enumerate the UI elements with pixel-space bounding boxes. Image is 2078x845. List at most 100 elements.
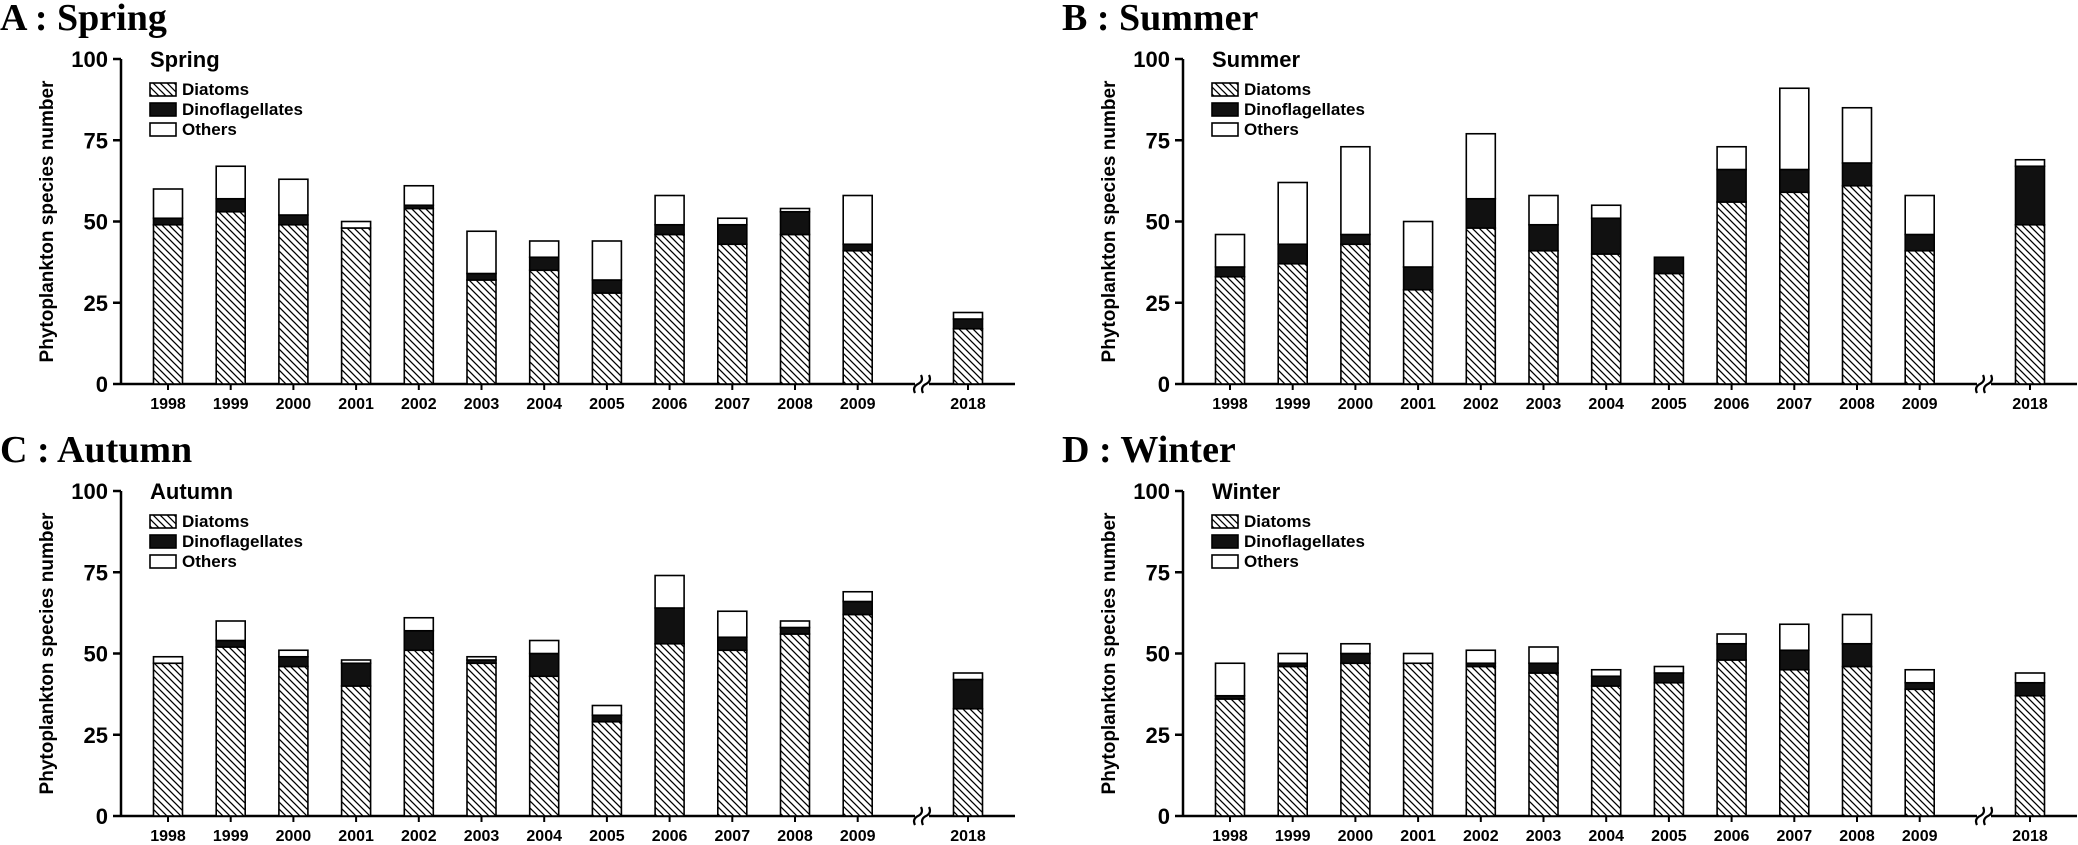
bar-segment-dinoflagellates <box>215 197 246 213</box>
bar-segment-others <box>403 184 435 207</box>
bar-segment-diatoms <box>1340 662 1371 817</box>
x-tick-label: 2006 <box>1714 828 1750 845</box>
stacked-bar <box>403 616 435 817</box>
stacked-bar <box>842 194 874 385</box>
bar-segment-dinoflagellates <box>2014 165 2046 226</box>
bar-segment-diatoms <box>403 649 435 817</box>
bar-segment-diatoms <box>215 210 246 385</box>
stacked-bar <box>842 590 874 817</box>
x-tick-label: 2001 <box>1400 396 1436 413</box>
x-tick-label: 2009 <box>1902 396 1938 413</box>
bar-segment-diatoms <box>716 649 748 817</box>
stacked-bar <box>654 194 685 385</box>
x-tick-label: 2005 <box>1651 828 1687 845</box>
y-tick-label: 75 <box>84 128 108 153</box>
axis-break-symbol <box>1974 806 1994 826</box>
y-axis-label: Phytoplankton species number <box>37 512 58 794</box>
panel-letter: D : Winter <box>1062 429 1236 471</box>
stacked-bar <box>278 649 309 817</box>
bar-segment-dinoflagellates <box>1465 197 1497 229</box>
bar-segment-diatoms <box>1778 668 1810 817</box>
bar-segment-others <box>1340 642 1371 655</box>
bar-segment-diatoms <box>1904 688 1936 817</box>
bar-segment-diatoms <box>1716 201 1747 385</box>
stacked-bar <box>591 704 623 817</box>
x-tick-label: 2000 <box>276 828 312 845</box>
bar-segment-dinoflagellates <box>1590 217 1622 255</box>
stacked-bar <box>1528 646 1559 817</box>
x-tick-label: 2000 <box>1338 828 1374 845</box>
bar-segment-diatoms <box>1277 262 1308 385</box>
bar-segment-dinoflagellates <box>1528 223 1559 252</box>
x-tick-label: 2002 <box>401 396 437 413</box>
stacked-bar <box>1402 220 1434 385</box>
bar-segment-others <box>1528 646 1559 665</box>
bar-segment-dinoflagellates <box>952 318 984 330</box>
bar-segment-dinoflagellates <box>152 217 184 226</box>
bar-segment-diatoms <box>1402 288 1434 385</box>
bar-segment-others <box>842 590 874 603</box>
bar-segment-diatoms <box>403 207 435 385</box>
bar-segment-diatoms <box>591 292 623 385</box>
bar-segment-diatoms <box>952 707 984 817</box>
stacked-bar <box>716 217 748 385</box>
panel-letter: A : Spring <box>0 0 167 39</box>
axis-break-symbol <box>912 806 932 826</box>
stacked-bar <box>528 639 560 817</box>
bar-segment-diatoms <box>1465 227 1497 385</box>
bar-segment-others <box>152 655 184 665</box>
legend-swatch-others <box>149 122 177 137</box>
x-tick-label: 1999 <box>1275 396 1311 413</box>
stacked-bar <box>2014 158 2046 385</box>
bar-segment-diatoms <box>1277 665 1308 817</box>
stacked-bar <box>1716 633 1747 817</box>
stacked-bar <box>952 672 984 817</box>
chart-title: Spring <box>150 47 220 72</box>
y-tick-label: 25 <box>84 291 108 316</box>
x-tick-label: 2000 <box>1338 396 1374 413</box>
x-tick-label: 1998 <box>150 396 186 413</box>
y-tick-label: 75 <box>1146 128 1170 153</box>
y-tick-label: 50 <box>84 642 108 667</box>
panel-letter: C : Autumn <box>0 429 192 471</box>
bar-segment-others <box>654 194 685 226</box>
stacked-bar <box>1716 145 1747 385</box>
legend-swatch-diatoms <box>149 82 177 97</box>
stacked-bar <box>952 311 984 385</box>
bar-segment-others <box>716 217 748 226</box>
y-tick-label: 75 <box>84 560 108 585</box>
bar-segment-dinoflagellates <box>1653 672 1685 684</box>
bar-segment-diatoms <box>528 269 560 385</box>
bar-segment-others <box>1214 233 1246 268</box>
panel-winter: D : Winter Phytoplankton species number 0… <box>1062 429 2077 845</box>
bar-segment-dinoflagellates <box>340 662 372 687</box>
bar-segment-others <box>1778 623 1810 652</box>
legend-swatch-dinoflagellates <box>1211 102 1239 117</box>
x-tick-label: 2009 <box>840 396 876 413</box>
stacked-bar <box>1528 194 1559 385</box>
stacked-bar <box>466 655 497 817</box>
bar-segment-others <box>1841 613 1873 645</box>
bar-segment-others <box>278 649 309 658</box>
y-tick-label: 50 <box>1146 642 1170 667</box>
y-tick-label: 0 <box>96 372 108 397</box>
stacked-bar <box>2014 672 2046 817</box>
bar-segment-dinoflagellates <box>1716 168 1747 203</box>
x-tick-label: 2000 <box>276 396 312 413</box>
legend-label-others: Others <box>182 120 237 139</box>
bar-segment-diatoms <box>1778 191 1810 385</box>
bar-segment-dinoflagellates <box>779 210 811 236</box>
stacked-bar <box>1277 652 1308 817</box>
bar-segment-dinoflagellates <box>1778 649 1810 671</box>
bar-segment-dinoflagellates <box>842 600 874 616</box>
bar-segment-others <box>528 639 560 655</box>
bar-segment-others <box>591 240 623 281</box>
y-tick-label: 50 <box>1146 210 1170 235</box>
bar-segment-diatoms <box>1402 662 1434 817</box>
x-tick-label: 1999 <box>1275 828 1311 845</box>
axis-break-symbol <box>912 374 932 394</box>
bar-segment-dinoflagellates <box>654 223 685 236</box>
bar-segment-others <box>1340 145 1371 236</box>
chart-autumn: Phytoplankton species number 0 25 50 75 100 19… <box>37 479 1015 845</box>
